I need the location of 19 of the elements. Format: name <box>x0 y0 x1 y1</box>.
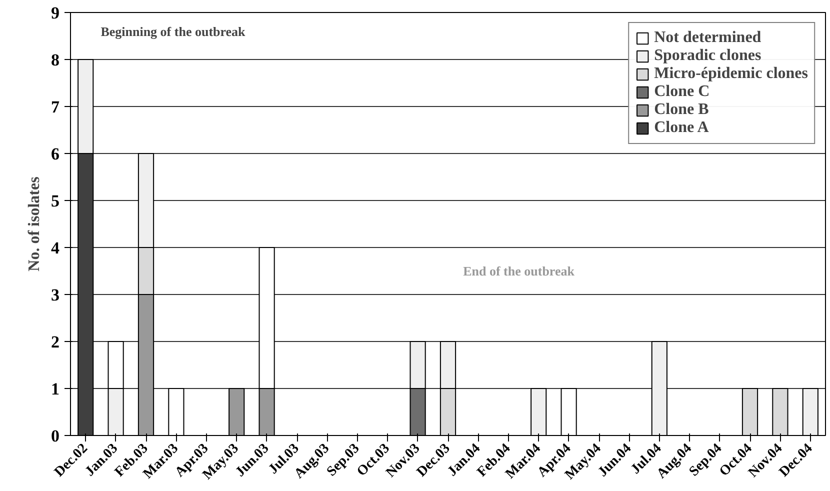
legend-label: Not determined <box>654 29 762 47</box>
annotation: End of the outbreak <box>463 264 576 278</box>
y-tick-label: 2 <box>51 332 60 352</box>
y-tick-label: 7 <box>51 98 60 116</box>
y-tick-label: 5 <box>51 192 60 210</box>
y-tick-label: 9 <box>51 4 60 22</box>
y-axis-title: No. of isolates <box>26 176 43 272</box>
legend-label: Clone C <box>654 83 710 101</box>
y-tick-label: 4 <box>51 238 60 258</box>
legend-label: Micro-épidemic clones <box>654 65 808 83</box>
y-tick-label: 1 <box>51 380 60 398</box>
legend-label: Sporadic clones <box>654 47 762 65</box>
y-tick-label: 8 <box>51 50 60 70</box>
annotation: Beginning of the outbreak <box>100 24 246 39</box>
legend-label: Clone B <box>654 101 709 119</box>
y-tick-label: 6 <box>51 144 60 164</box>
y-tick-label: 0 <box>51 426 60 446</box>
legend-label: Clone A <box>654 119 709 137</box>
y-tick-label: 3 <box>51 286 60 304</box>
